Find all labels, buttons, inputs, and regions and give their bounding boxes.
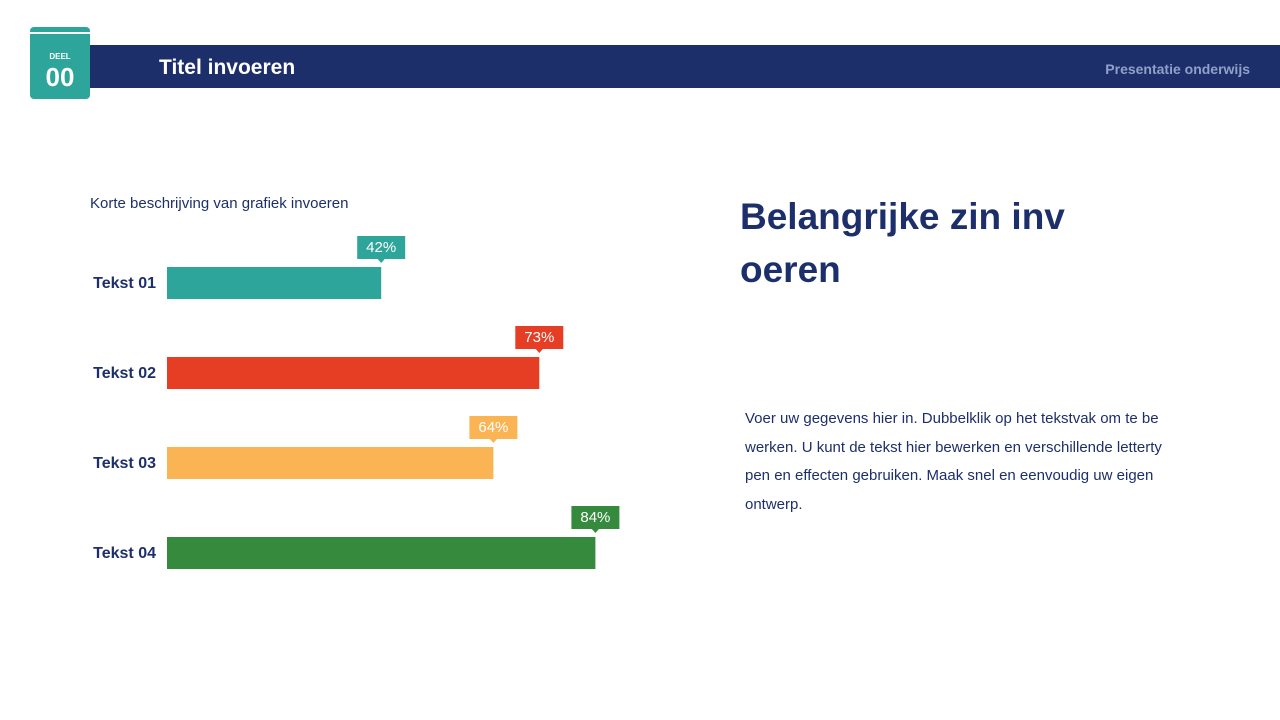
header-subtitle: Presentatie onderwijs	[1105, 61, 1250, 77]
badge: DEEL 00	[30, 27, 90, 99]
badge-label: DEEL	[49, 52, 71, 61]
value-label: 64%	[478, 419, 508, 436]
body-text: Voer uw gegevens hier in. Dubbelklik op …	[745, 410, 1162, 513]
value-label-box	[469, 416, 518, 439]
category-label: Tekst 01	[93, 275, 156, 292]
bar	[167, 537, 596, 569]
heading: Belangrijke zin invoeren	[740, 196, 1065, 290]
bar	[167, 357, 540, 389]
chart: Korte beschrijving van grafiek invoeren …	[90, 195, 620, 569]
header-bar	[90, 45, 1280, 88]
value-label: 84%	[580, 509, 610, 526]
bar	[167, 267, 382, 299]
value-label-pointer	[489, 438, 498, 443]
category-label: Tekst 04	[93, 545, 156, 562]
chart-description: Korte beschrijving van grafiek invoeren	[90, 195, 348, 212]
category-label: Tekst 03	[93, 455, 156, 472]
value-label-box	[357, 236, 406, 259]
badge-number: 00	[45, 62, 75, 92]
value-label-box	[515, 326, 564, 349]
badge-decoration	[30, 26, 90, 34]
category-label: Tekst 02	[93, 365, 156, 382]
value-label: 73%	[524, 329, 554, 346]
header-title: Titel invoeren	[159, 56, 296, 79]
bar	[167, 447, 494, 479]
value-label-pointer	[591, 528, 600, 533]
value-label: 42%	[366, 239, 396, 256]
value-label-pointer	[535, 348, 544, 353]
value-label-pointer	[377, 258, 386, 263]
value-label-box	[571, 506, 620, 529]
